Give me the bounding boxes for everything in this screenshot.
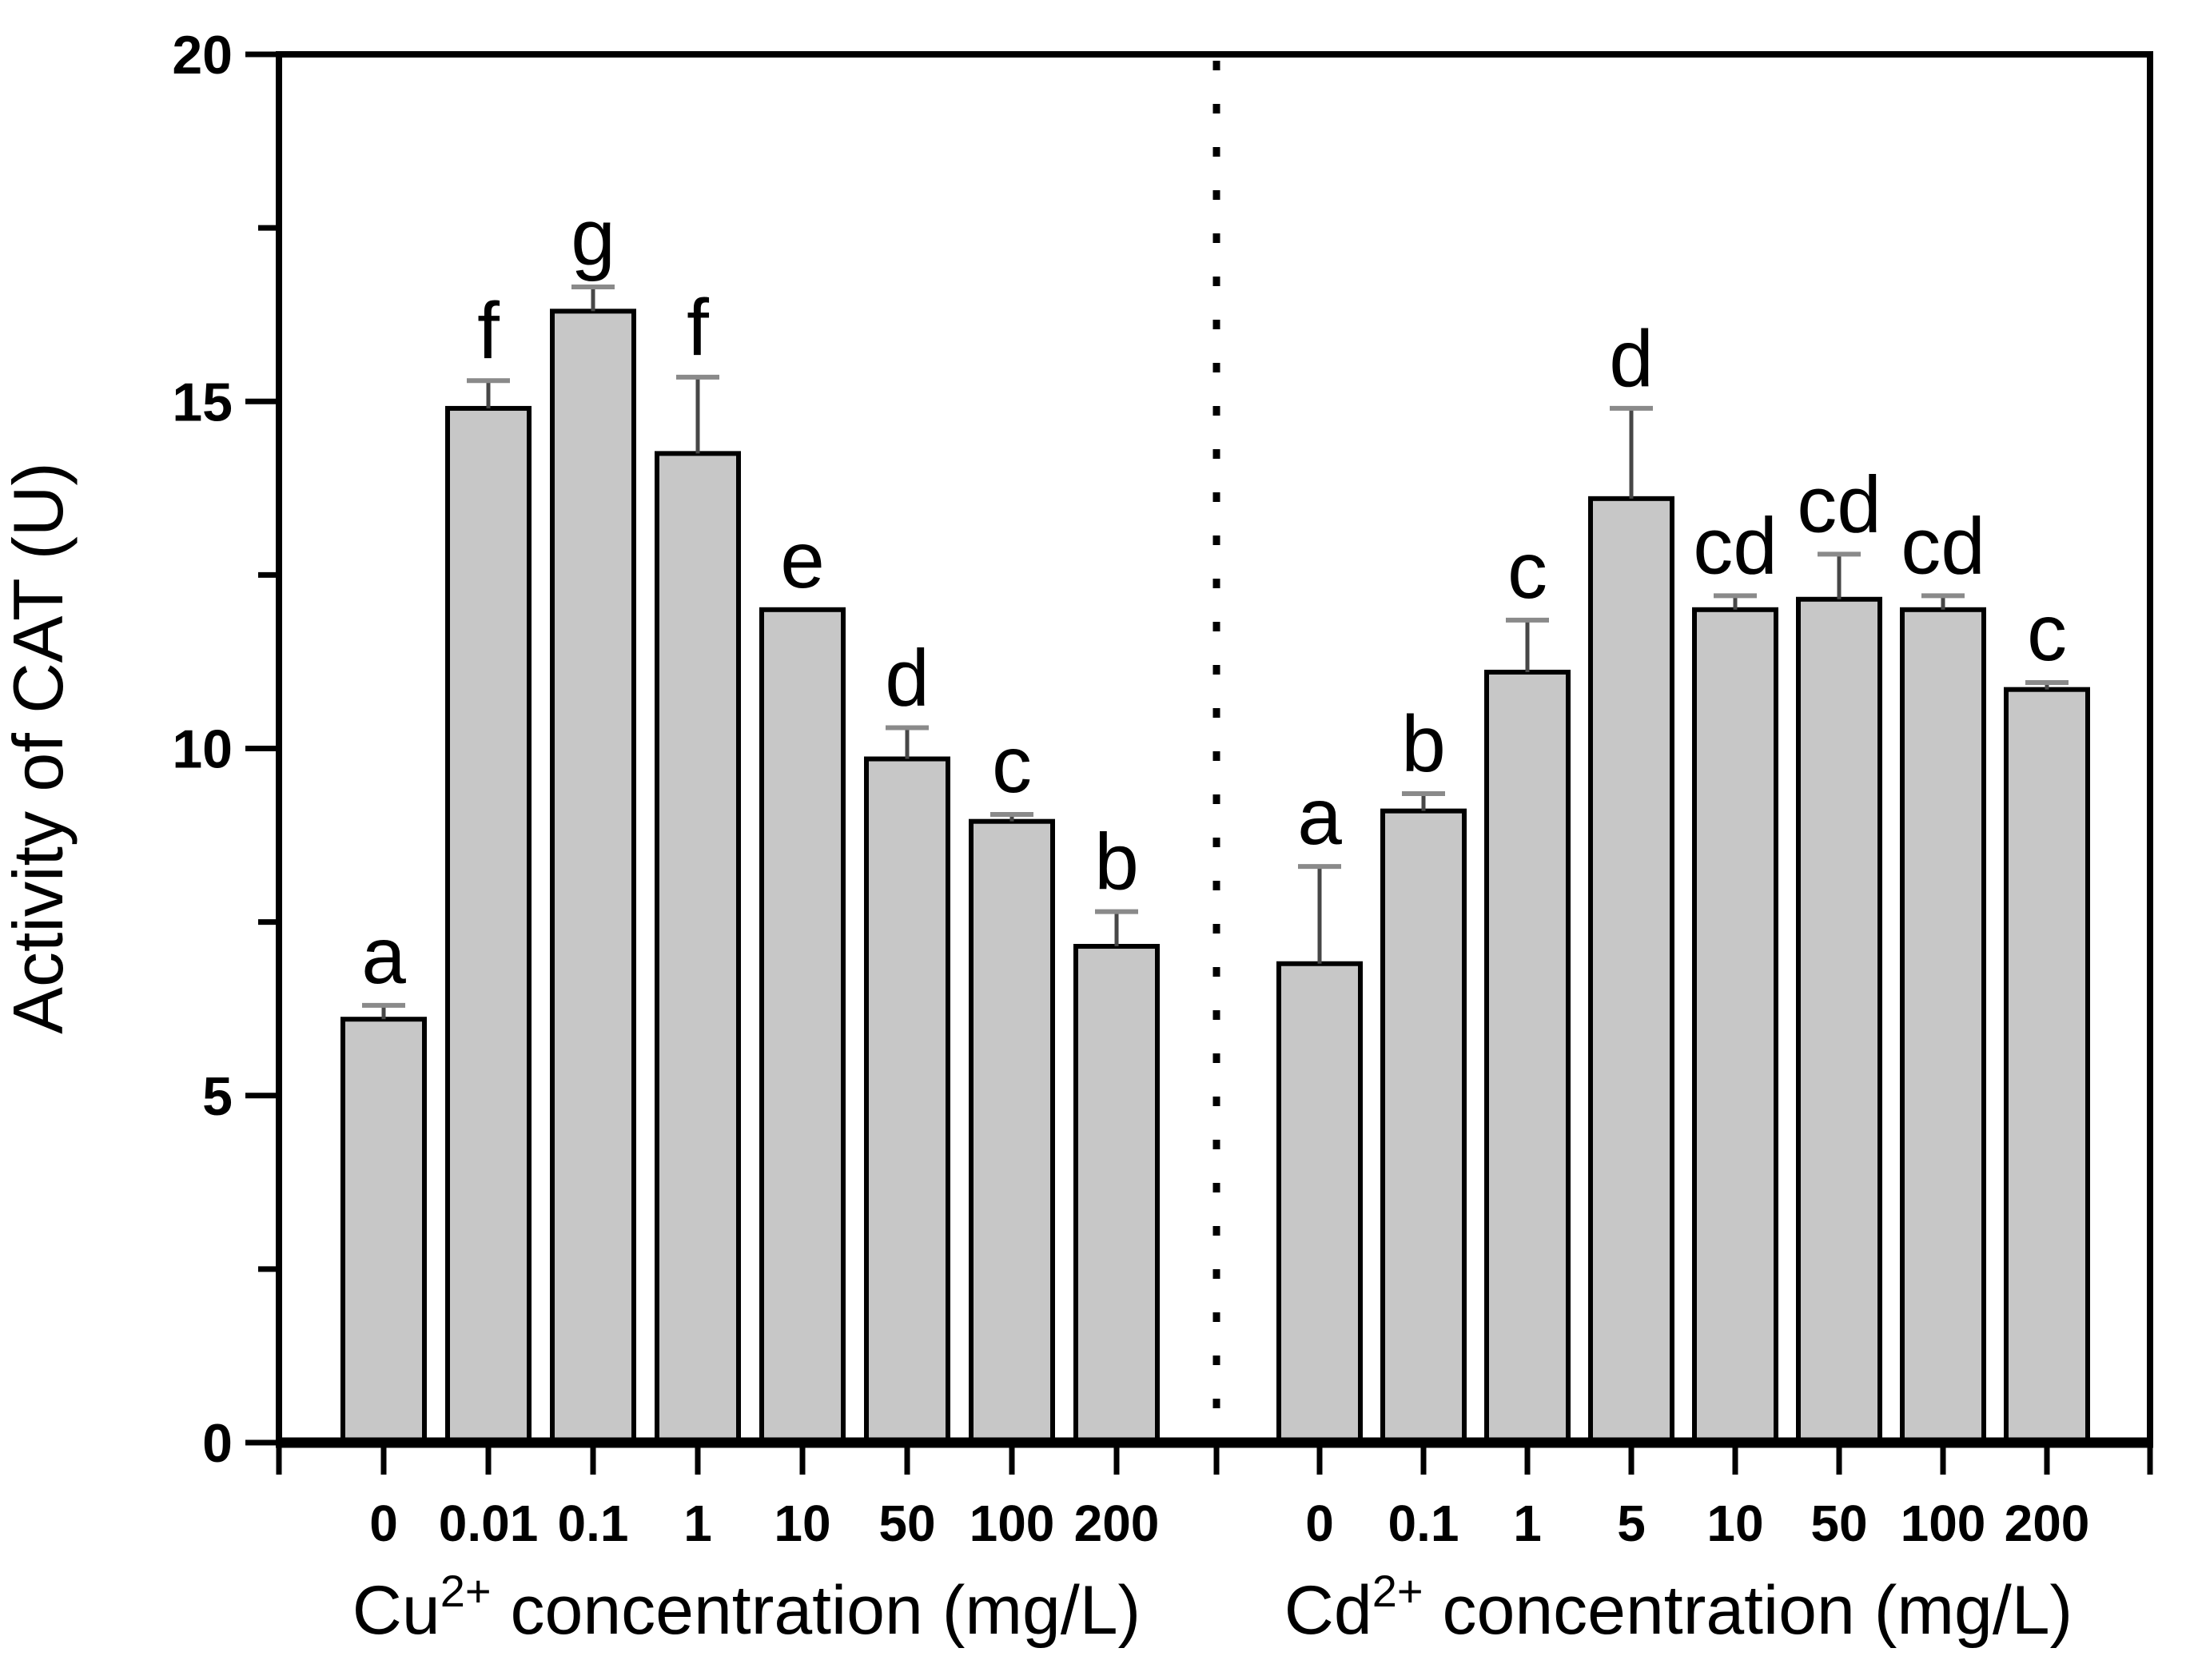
x-tick-label: 0 bbox=[1305, 1495, 1334, 1552]
bar-cu-1 bbox=[655, 451, 741, 1446]
x-tick-label: 0.1 bbox=[558, 1495, 629, 1552]
bar-cu-0.01 bbox=[445, 405, 532, 1445]
x-tick-label: 10 bbox=[774, 1495, 830, 1552]
significance-letter: b bbox=[1401, 699, 1446, 789]
x-tick-label: 0.1 bbox=[1388, 1495, 1459, 1552]
x-axis-title: Cu2+ concentration (mg/L) bbox=[352, 1566, 1141, 1649]
bar-cd-5 bbox=[1588, 496, 1674, 1446]
x-tick-label: 100 bbox=[970, 1495, 1055, 1552]
bar-cu-200 bbox=[1073, 944, 1160, 1445]
bar-cd-200 bbox=[2004, 687, 2090, 1445]
y-axis-title: Activity of CAT (U) bbox=[0, 462, 78, 1033]
bar-cd-100 bbox=[1900, 607, 1986, 1445]
x-tick-label: 0 bbox=[369, 1495, 398, 1552]
bar-cd-10 bbox=[1692, 607, 1778, 1445]
significance-letter: d bbox=[1609, 314, 1654, 404]
x-tick-label: 10 bbox=[1706, 1495, 1763, 1552]
significance-letter: g bbox=[571, 193, 615, 282]
x-tick-label: 50 bbox=[1810, 1495, 1867, 1552]
bar-cu-10 bbox=[759, 607, 846, 1445]
significance-letter: d bbox=[885, 633, 930, 723]
x-tick-label: 1 bbox=[1513, 1495, 1542, 1552]
y-tick-label: 0 bbox=[202, 1413, 233, 1474]
significance-letter: c bbox=[992, 720, 1032, 810]
x-tick-label: 50 bbox=[878, 1495, 935, 1552]
bar-cd-50 bbox=[1796, 596, 1882, 1446]
significance-letter: f bbox=[477, 286, 500, 376]
x-axis-title: Cd2+ concentration (mg/L) bbox=[1284, 1566, 2073, 1649]
significance-letter: cd bbox=[1693, 501, 1778, 591]
significance-letter: e bbox=[780, 516, 825, 605]
x-tick-label: 200 bbox=[2005, 1495, 2090, 1552]
y-tick-label: 15 bbox=[172, 372, 233, 432]
significance-letter: c bbox=[2027, 588, 2067, 678]
y-tick-label: 5 bbox=[202, 1066, 233, 1127]
bar-cu-100 bbox=[969, 818, 1055, 1445]
significance-letter: c bbox=[1507, 526, 1547, 615]
x-tick-label: 200 bbox=[1074, 1495, 1160, 1552]
bar-cu-50 bbox=[864, 756, 950, 1445]
bar-cd-0 bbox=[1276, 961, 1363, 1445]
significance-letter: b bbox=[1094, 818, 1139, 907]
x-tick-label: 5 bbox=[1617, 1495, 1646, 1552]
bar-cd-1 bbox=[1484, 669, 1571, 1445]
bar-cu-0 bbox=[340, 1017, 427, 1445]
significance-letter: cd bbox=[1901, 501, 1985, 591]
significance-letter: f bbox=[687, 283, 709, 372]
x-tick-label: 1 bbox=[683, 1495, 712, 1552]
y-tick-label: 20 bbox=[172, 25, 233, 86]
bar-cu-0.1 bbox=[550, 309, 636, 1446]
significance-letter: a bbox=[1297, 772, 1342, 862]
y-tick-label: 10 bbox=[172, 719, 233, 780]
significance-letter: cd bbox=[1797, 460, 1881, 549]
x-tick-label: 100 bbox=[1901, 1495, 1986, 1552]
significance-letter: a bbox=[361, 911, 406, 1001]
bar-cd-0.1 bbox=[1380, 808, 1467, 1445]
x-tick-label: 0.01 bbox=[439, 1495, 539, 1552]
